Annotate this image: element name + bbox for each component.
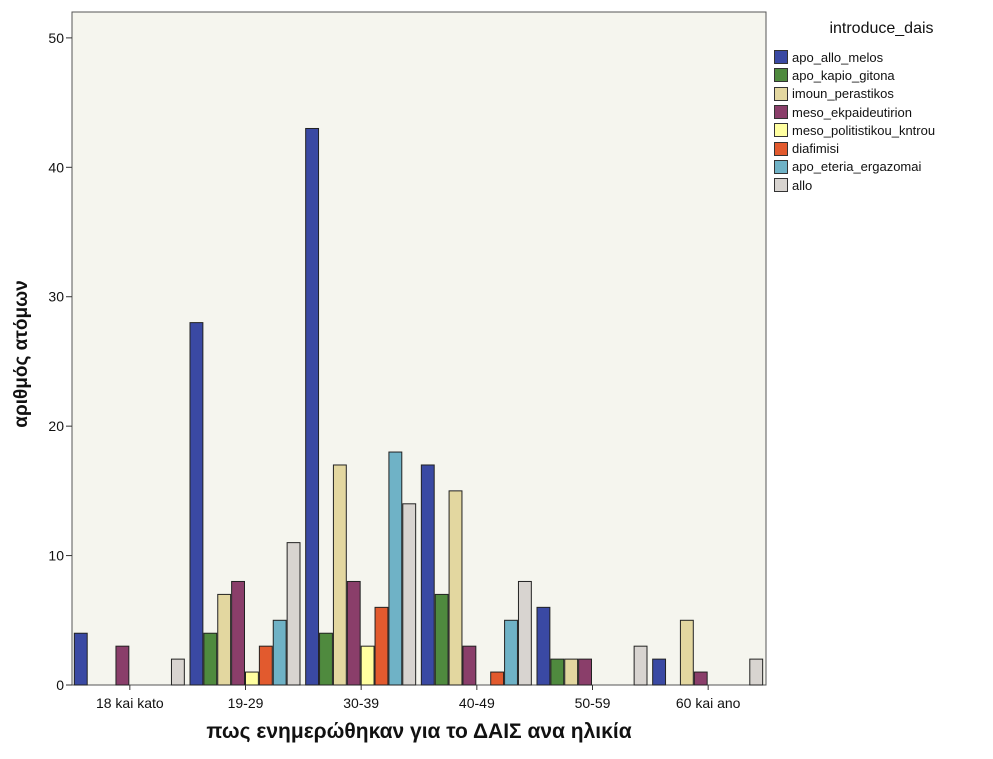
bar [374, 606, 389, 686]
legend-item: apo_allo_melos [774, 48, 989, 66]
bar [679, 619, 694, 686]
y-tick-label: 10 [48, 548, 64, 564]
legend-swatch [774, 68, 788, 83]
bar [462, 645, 477, 686]
bar [115, 645, 130, 686]
bar [189, 322, 204, 686]
x-tick-label: 19-29 [228, 695, 264, 711]
legend-swatch [774, 50, 788, 65]
bar [517, 580, 532, 686]
legend-label: apo_kapio_gitona [792, 67, 895, 83]
legend: introduce_dais apo_allo_melos apo_kapio_g… [774, 20, 989, 194]
y-tick-label: 40 [48, 159, 64, 175]
y-tick-label: 30 [48, 289, 64, 305]
legend-swatch [774, 159, 788, 174]
legend-swatch [774, 105, 788, 120]
y-axis-title: αριθμός ατόμων [11, 280, 32, 428]
bar [245, 671, 259, 686]
legend-label: allo [792, 177, 813, 193]
bar [305, 127, 320, 686]
legend-item: diafimisi [774, 139, 989, 157]
legend-item: allo [774, 176, 989, 194]
bar [203, 632, 218, 686]
y-tick-label: 50 [48, 30, 64, 46]
bar [536, 606, 551, 686]
bar [332, 464, 347, 686]
legend-item: imoun_perastikos [774, 85, 989, 103]
legend-label: diafimisi [792, 141, 839, 157]
bar [73, 632, 88, 686]
bar [490, 671, 505, 686]
bar [272, 619, 287, 686]
legend-swatch [774, 141, 788, 156]
bar [360, 645, 375, 686]
bar [578, 658, 592, 686]
legend-label: meso_ekpaideutirion [792, 104, 912, 120]
bar [286, 542, 301, 686]
legend-swatch [774, 178, 788, 193]
bar [693, 671, 708, 686]
bar [749, 658, 764, 686]
bar [564, 658, 579, 686]
bar [504, 619, 518, 686]
legend-swatch [774, 86, 788, 101]
legend-items: apo_allo_melos apo_kapio_gitona imoun_pera… [774, 48, 989, 194]
y-tick-label: 20 [48, 418, 64, 434]
x-tick-label: 60 kai ano [676, 695, 741, 711]
legend-label: meso_politistikou_kntrou [792, 122, 936, 138]
legend-item: apo_eteria_ergazomai [774, 158, 989, 176]
bar [633, 645, 648, 686]
x-axis-title: πως ενημερώθηκαν για το ΔΑΙΣ ανα ηλικία [206, 720, 632, 743]
bar [550, 658, 565, 686]
bar [170, 658, 185, 686]
x-tick-label: 18 kai kato [96, 695, 164, 711]
legend-item: meso_politistikou_kntrou [774, 121, 989, 139]
legend-item: apo_kapio_gitona [774, 66, 989, 84]
legend-swatch [774, 123, 788, 138]
bar [420, 464, 435, 686]
bar [652, 658, 667, 686]
y-tick-label: 0 [56, 677, 64, 693]
legend-item: meso_ekpaideutirion [774, 103, 989, 121]
bar [402, 503, 417, 686]
bar [231, 580, 245, 686]
legend-label: apo_eteria_ergazomai [792, 159, 922, 175]
bar [434, 593, 449, 686]
bar [217, 593, 232, 686]
bar [319, 632, 333, 686]
bar [258, 645, 273, 686]
x-tick-label: 50-59 [575, 695, 611, 711]
legend-label: imoun_perastikos [792, 86, 894, 102]
bar [388, 451, 403, 686]
bar [346, 580, 361, 686]
legend-title: introduce_dais [829, 20, 934, 37]
x-tick-label: 40-49 [459, 695, 495, 711]
x-tick-label: 30-39 [343, 695, 379, 711]
bar [448, 490, 463, 686]
legend-label: apo_allo_melos [792, 49, 884, 65]
plot-area [71, 11, 767, 686]
